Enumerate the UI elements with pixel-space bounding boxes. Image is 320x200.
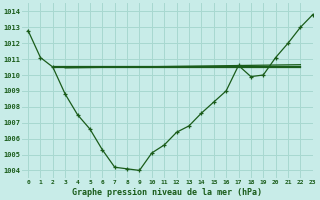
X-axis label: Graphe pression niveau de la mer (hPa): Graphe pression niveau de la mer (hPa) (72, 188, 262, 197)
